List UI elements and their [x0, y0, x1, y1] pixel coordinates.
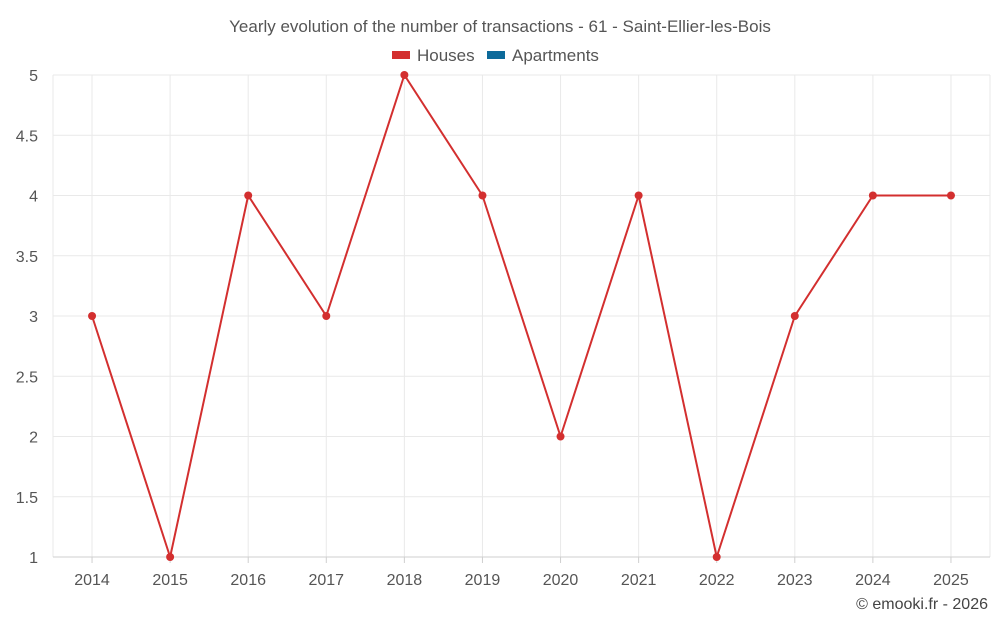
- y-tick-label: 2.5: [16, 369, 38, 386]
- y-axis: 1 1.5 2 2.5 3 3.5 4 4.5 5: [16, 68, 38, 567]
- data-point[interactable]: [634, 191, 643, 200]
- x-axis: 2014 2015 2016 2017 2018 2019 2020 2021 2022 2023…: [53, 556, 990, 589]
- x-tick-label: 2014: [74, 572, 110, 589]
- data-point[interactable]: [868, 191, 877, 200]
- x-tick-label: 2020: [543, 572, 579, 589]
- y-tick-label: 1.5: [16, 490, 38, 507]
- x-tick-label: 2016: [230, 572, 266, 589]
- legend: Houses Apartments: [392, 46, 599, 65]
- series-line-houses: [91, 74, 951, 558]
- chart-title: Yearly evolution of the number of transa…: [229, 17, 771, 36]
- data-point[interactable]: [478, 191, 487, 200]
- y-tick-label: 1: [29, 550, 38, 567]
- y-tick-label: 2: [29, 430, 38, 447]
- legend-swatch-houses: [392, 51, 410, 59]
- data-point[interactable]: [712, 553, 721, 561]
- data-point[interactable]: [556, 432, 565, 441]
- data-point[interactable]: [790, 312, 799, 320]
- y-tick-label: 5: [29, 68, 38, 85]
- series-houses: [88, 71, 955, 561]
- y-tick-label: 3: [29, 309, 38, 326]
- data-point[interactable]: [88, 312, 97, 320]
- x-tick-label: 2019: [465, 572, 501, 589]
- legend-swatch-apartments: [487, 51, 505, 59]
- x-tick-label: 2021: [621, 572, 657, 589]
- legend-label-apartments[interactable]: Apartments: [512, 46, 599, 65]
- x-tick-label: 2022: [699, 572, 735, 589]
- data-point[interactable]: [946, 191, 955, 200]
- data-point[interactable]: [166, 553, 175, 561]
- data-point[interactable]: [244, 191, 253, 200]
- y-tick-label: 4: [29, 189, 38, 206]
- x-tick-label: 2015: [152, 572, 188, 589]
- data-point[interactable]: [322, 312, 331, 320]
- data-point[interactable]: [400, 71, 409, 79]
- x-tick-label: 2024: [855, 572, 891, 589]
- y-tick-label: 4.5: [16, 128, 38, 145]
- x-tick-label: 2025: [933, 572, 969, 589]
- legend-label-houses[interactable]: Houses: [417, 46, 475, 65]
- x-tick-label: 2017: [308, 572, 344, 589]
- y-tick-label: 3.5: [16, 249, 38, 266]
- x-tick-label: 2023: [777, 572, 813, 589]
- x-tick-label: 2018: [387, 572, 423, 589]
- credit-text: © emooki.fr - 2026: [856, 596, 988, 613]
